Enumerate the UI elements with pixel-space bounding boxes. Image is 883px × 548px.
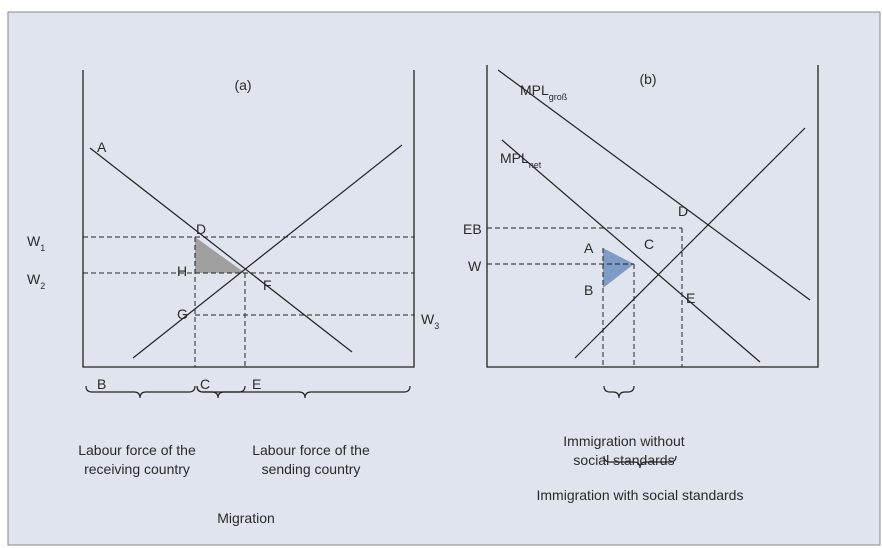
wage-label: W3 xyxy=(421,311,439,331)
brace-caption: sending country xyxy=(262,461,361,477)
shaded-triangle xyxy=(603,248,634,288)
brace xyxy=(603,455,677,469)
subscript: net xyxy=(529,160,542,170)
axes xyxy=(82,70,415,368)
wage-label: W xyxy=(468,258,482,274)
brace-caption: Labour force of the xyxy=(78,442,196,458)
axes xyxy=(486,65,819,368)
brace xyxy=(603,385,635,399)
letter: W xyxy=(27,233,41,249)
supply-line xyxy=(132,144,403,359)
panel-title: (b) xyxy=(639,71,656,87)
wage-label: W2 xyxy=(27,271,45,291)
subscript: groß xyxy=(549,92,568,102)
letter: W xyxy=(27,271,41,287)
point-label: D xyxy=(678,203,688,219)
point-label: B xyxy=(97,376,106,392)
point-label: G xyxy=(177,306,188,322)
brace-caption: receiving country xyxy=(84,461,190,477)
point-label: B xyxy=(584,282,593,298)
point-label: E xyxy=(686,290,695,306)
curve-label: MPLgroß xyxy=(520,82,568,102)
letter: MPL xyxy=(520,82,549,98)
shaded-triangle xyxy=(195,237,245,273)
point-label: A xyxy=(97,139,107,155)
brace xyxy=(196,385,411,399)
brace xyxy=(85,385,196,399)
demand-line xyxy=(89,147,353,353)
point-label: C xyxy=(644,236,654,252)
caption: Migration xyxy=(217,510,275,526)
wage-label: W1 xyxy=(27,233,45,253)
supply-line xyxy=(574,127,806,359)
subscript: 3 xyxy=(434,321,439,331)
letter: MPL xyxy=(500,150,529,166)
letter: W xyxy=(421,311,435,327)
subscript: 2 xyxy=(40,281,45,291)
point-label: H xyxy=(177,263,187,279)
panel-b xyxy=(486,65,819,469)
curve-label: MPLnet xyxy=(500,150,542,170)
point-label: E xyxy=(252,376,261,392)
subscript: 1 xyxy=(40,243,45,253)
brace-caption: Immigration without xyxy=(563,433,684,449)
panel-title: (a) xyxy=(234,77,251,93)
brace-caption: Immigration with social standards xyxy=(537,487,744,503)
background xyxy=(7,11,881,546)
point-label: D xyxy=(196,221,206,237)
point-label: C xyxy=(200,376,210,392)
brace-caption: social standards xyxy=(573,452,674,468)
point-label: A xyxy=(584,240,594,256)
panel-a xyxy=(82,70,415,399)
dashed-guides xyxy=(487,227,683,367)
mpl-net-line xyxy=(501,139,761,363)
mpl-gross-line xyxy=(497,69,811,301)
wage-label: EB xyxy=(463,221,482,237)
brace-caption: Labour force of the xyxy=(252,442,370,458)
point-label: F xyxy=(263,277,272,293)
